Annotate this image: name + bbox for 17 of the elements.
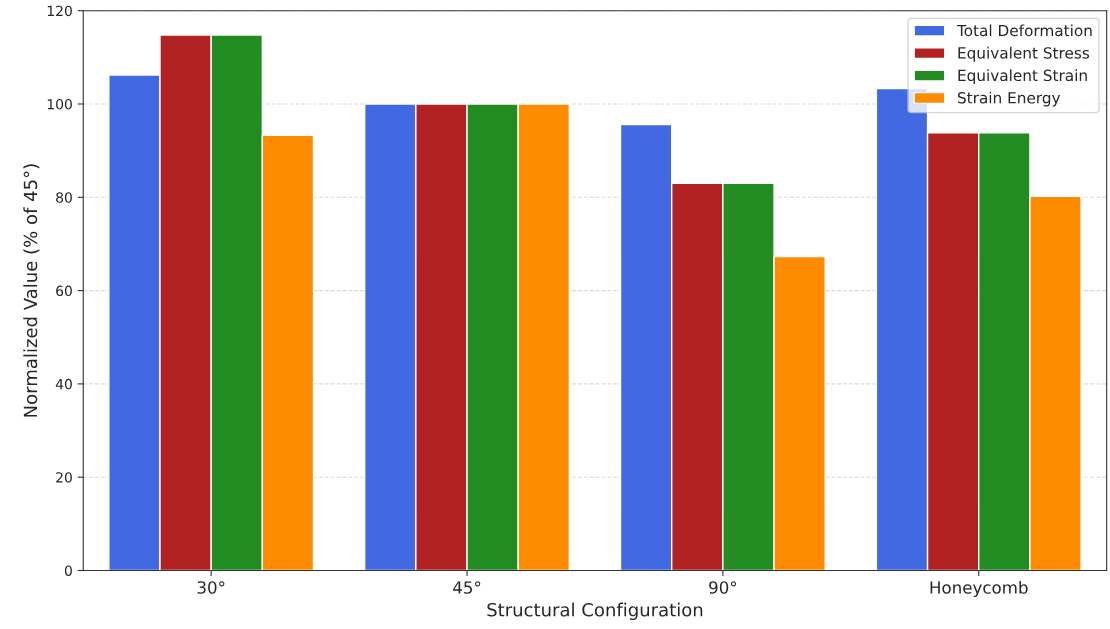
y-tick-label: 20 bbox=[56, 472, 72, 483]
legend-label: Equivalent Stress bbox=[958, 46, 1090, 62]
x-tick-label: 45° bbox=[453, 581, 481, 594]
y-tick-label: 0 bbox=[64, 565, 72, 576]
legend-label: Equivalent Strain bbox=[958, 69, 1087, 85]
y-tick-label: 80 bbox=[56, 192, 72, 203]
y-tick-label: 60 bbox=[56, 285, 72, 297]
x-axis-title: Structural Configuration bbox=[487, 602, 703, 621]
y-axis-title: Normalized Value (% of 45°) bbox=[23, 164, 40, 417]
x-tick-label: 90° bbox=[709, 581, 737, 594]
x-tick-label: Honeycomb bbox=[930, 580, 1028, 598]
y-tick-label: 100 bbox=[47, 98, 72, 110]
legend-label: Strain Energy bbox=[957, 91, 1061, 107]
legend-label: Total Deformation bbox=[956, 24, 1092, 37]
y-tick-label: 40 bbox=[55, 378, 72, 390]
y-tick-label: 120 bbox=[47, 5, 72, 17]
x-tick-label: 30° bbox=[197, 581, 225, 594]
